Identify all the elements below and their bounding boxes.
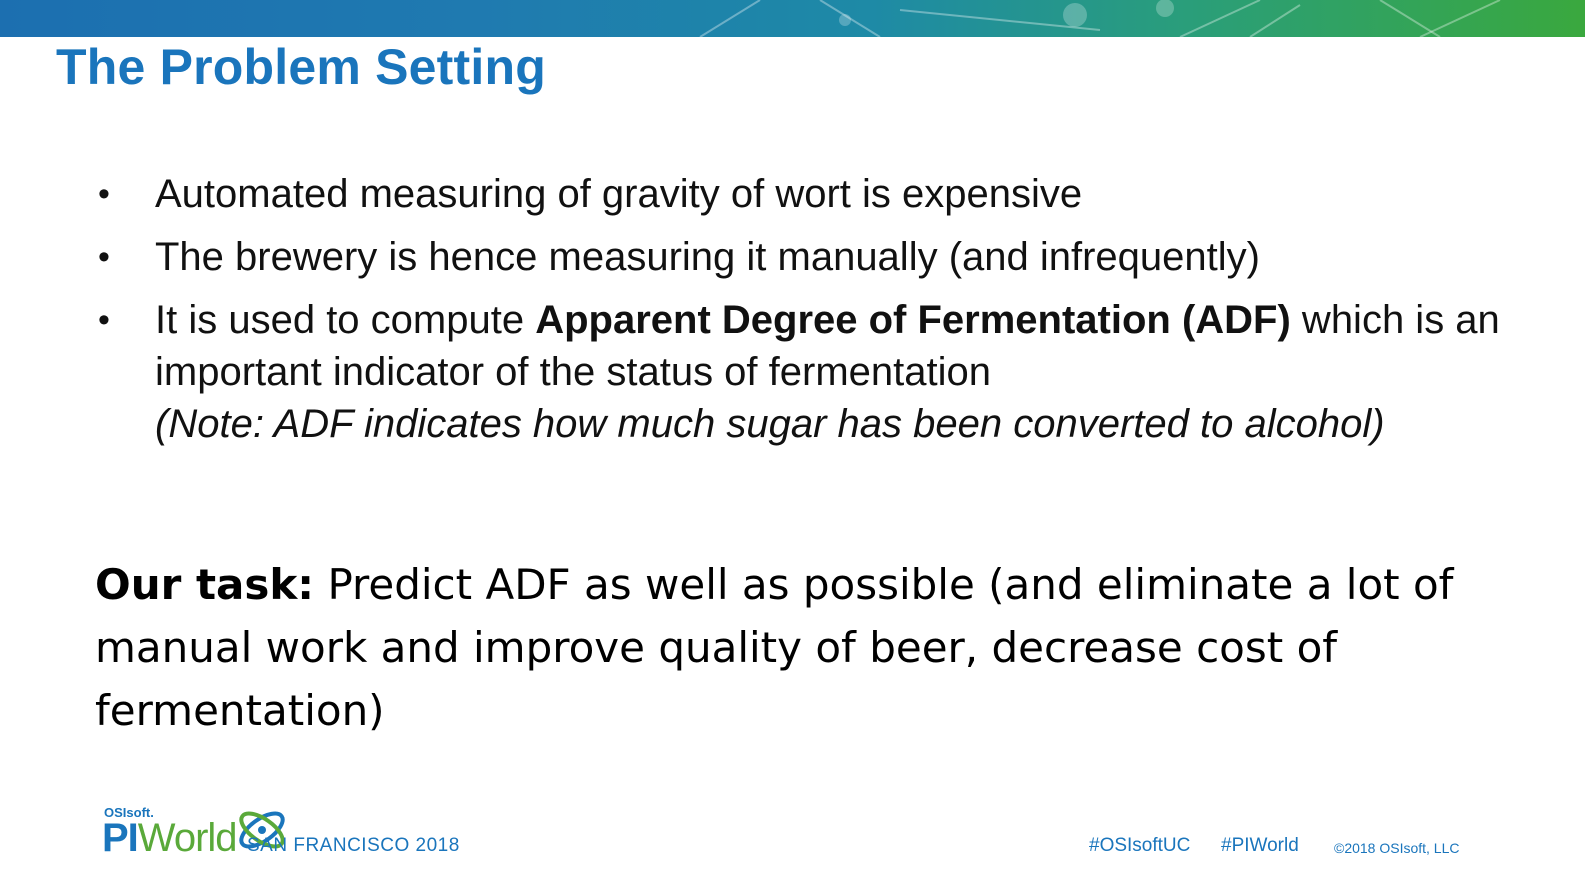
piworld-brand: PIWorld (102, 816, 237, 861)
bullet-item: • It is used to compute Apparent Degree … (98, 294, 1558, 450)
task-statement: Our task: Predict ADF as well as possibl… (95, 553, 1535, 742)
brand-world: World (138, 816, 237, 860)
event-city: SAN FRANCISCO 2018 (247, 835, 460, 857)
bullet-text: Automated measuring of gravity of wort i… (155, 172, 1082, 216)
bullet-item: • Automated measuring of gravity of wort… (98, 168, 1558, 220)
bullet-dot: • (98, 294, 110, 346)
bullet-text-before: It is used to compute (155, 298, 535, 342)
top-banner (0, 0, 1585, 37)
brand-pi: PI (102, 816, 138, 860)
bullet-list: • Automated measuring of gravity of wort… (98, 168, 1558, 461)
bullet-text: The brewery is hence measuring it manual… (155, 235, 1260, 279)
bullet-note: (Note: ADF indicates how much sugar has … (155, 398, 1558, 450)
copyright-notice: ©2018 OSIsoft, LLC (1334, 840, 1460, 856)
bullet-dot: • (98, 168, 110, 220)
slide-title: The Problem Setting (56, 38, 546, 96)
bullet-item: • The brewery is hence measuring it manu… (98, 231, 1558, 283)
hashtag-osisoftuc: #OSIsoftUC (1089, 835, 1190, 857)
hashtag-piworld: #PIWorld (1221, 835, 1299, 857)
bullet-text-bold: Apparent Degree of Fermentation (ADF) (535, 298, 1291, 342)
task-lead: Our task: (95, 560, 314, 609)
bullet-dot: • (98, 231, 110, 283)
banner-network-graphic (0, 0, 1585, 37)
